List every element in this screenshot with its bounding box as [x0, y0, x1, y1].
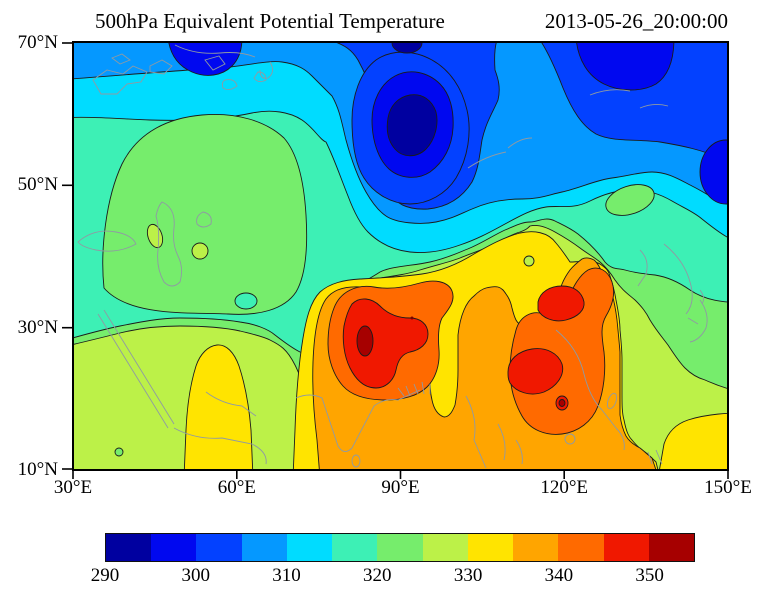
contour-region-320-pocket [102, 114, 308, 315]
contour-region-325-dot [523, 255, 535, 267]
x-tick-label-150: 150°E [704, 477, 752, 498]
contour-dot [410, 316, 414, 320]
contour-region-345-west [342, 298, 429, 389]
plot-timestamp: 2013-05-26_20:00:00 [544, 9, 728, 33]
contour-region-330-se-corner [658, 412, 728, 470]
map-frame [62, 41, 729, 479]
x-tick-label-60: 60°E [217, 477, 256, 498]
contour-region-345-east-lower [507, 348, 564, 395]
coastlines [77, 44, 708, 469]
colorbar-segment-305 [241, 534, 287, 561]
contour-region-330-column [183, 344, 254, 470]
colorbar-segment-340 [558, 534, 604, 561]
colorbar-segment-345 [603, 534, 649, 561]
colorbar-label-320: 320 [363, 565, 392, 586]
colorbar-segment-350 [648, 534, 695, 561]
contour-region-315-dome [234, 292, 258, 310]
x-tick-label-120: 120°E [540, 477, 589, 498]
colorbar-segment-320 [377, 534, 423, 561]
contour-region-320-dot [114, 447, 124, 457]
x-tick-label-30: 30°E [53, 477, 93, 498]
colorbar-segment-325 [422, 534, 468, 561]
y-tick-label-70: 70°N [17, 32, 58, 53]
y-tick-label-10: 10°N [17, 459, 58, 480]
colorbar-segment-330 [467, 534, 514, 561]
contour-region-325-aral-spot [191, 242, 209, 260]
axis-ticks [62, 42, 729, 479]
colorbar-label-350: 350 [635, 565, 664, 586]
colorbar-segment-335 [513, 534, 559, 561]
colorbar-label-300: 300 [181, 565, 211, 586]
contour-field [73, 42, 728, 470]
x-tick-label-90: 90°E [381, 477, 420, 498]
colorbar [105, 533, 695, 562]
contour-region-350-tiny [558, 399, 566, 407]
contour-region-320-japan-pocket [605, 184, 655, 216]
plot-title: 500hPa Equivalent Potential Temperature [95, 9, 445, 33]
contour-region-295-northwest [168, 42, 243, 76]
colorbar-label-330: 330 [453, 565, 483, 586]
contour-region-295-east-edge [699, 139, 728, 205]
colorbar-segment-290 [106, 534, 152, 561]
contour-region-345-east-upper [537, 285, 585, 322]
colorbar-segment-310 [286, 534, 333, 561]
contour-region-290-core [386, 94, 438, 157]
y-tick-label-50: 50°N [17, 174, 58, 196]
contour-region-295-northeast [576, 42, 675, 91]
colorbar-label-340: 340 [544, 565, 574, 586]
colorbar-segment-295 [151, 534, 197, 561]
colorbar-label-290: 290 [90, 565, 120, 586]
contour-region-350-west [356, 325, 374, 357]
colorbar-label-310: 310 [272, 565, 301, 586]
colorbar-segment-300 [196, 534, 242, 561]
colorbar-segment-315 [332, 534, 378, 561]
y-tick-label-30: 30°N [17, 316, 58, 338]
